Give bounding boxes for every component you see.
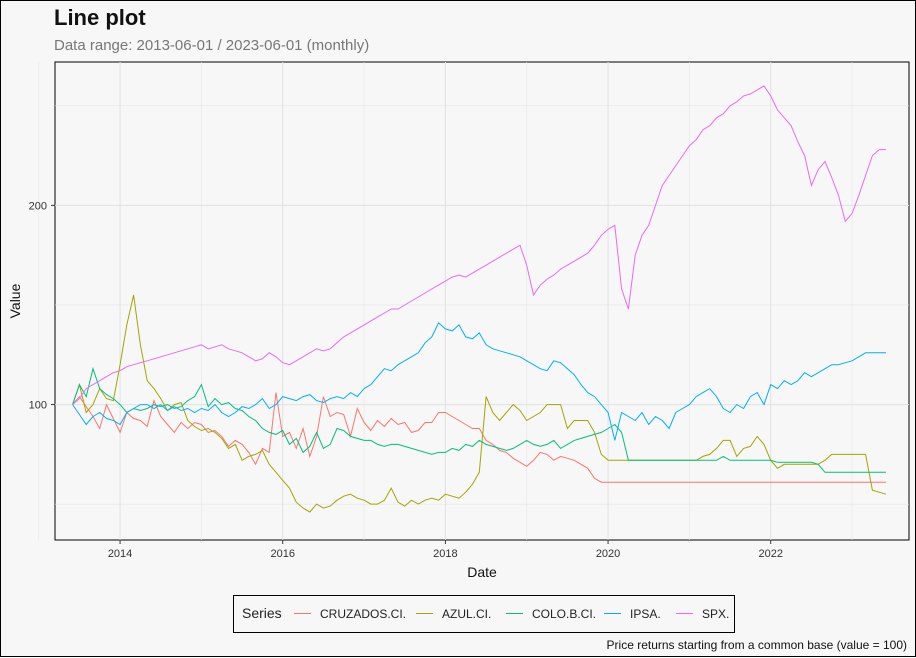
chart-title: Line plot [54,5,146,30]
x-tick-label: 2016 [270,548,294,560]
chart-subtitle: Data range: 2013-06-01 / 2023-06-01 (mon… [54,37,370,54]
y-axis-title: Value [7,283,23,318]
legend-label: COLO.B.CI. [532,607,597,621]
legend-swatch [676,613,693,614]
series-line-colo-b-ci [72,366,886,473]
legend-swatch [506,613,523,614]
y-tick-label: 100 [29,400,47,412]
legend: Series CRUZADOS.CI. AZUL.CI. COLO.B.CI. IPS… [233,595,735,633]
x-tick-label: 2020 [596,548,620,560]
x-axis-title: Date [467,564,497,580]
chart-caption: Price returns starting from a common bas… [606,638,907,652]
legend-label: CRUZADOS.CI. [320,607,407,621]
legend-label: IPSA. [630,607,661,621]
x-tick-label: 2018 [433,548,457,560]
series-line-ipsa [72,322,886,441]
legend-swatch [604,613,621,614]
legend-swatch [294,613,311,614]
series-line-spx [72,85,886,405]
legend-swatch [416,613,433,614]
plot-panel [54,61,910,541]
x-tick-label: 2022 [758,548,782,560]
series-line-cruzados-ci [72,392,886,483]
y-tick-label: 200 [29,200,47,212]
series-line-azul-ci [72,294,887,513]
legend-title: Series [242,605,282,621]
legend-label: AZUL.CI. [442,607,492,621]
x-tick-label: 2014 [108,548,132,560]
legend-label: SPX. [702,607,730,621]
